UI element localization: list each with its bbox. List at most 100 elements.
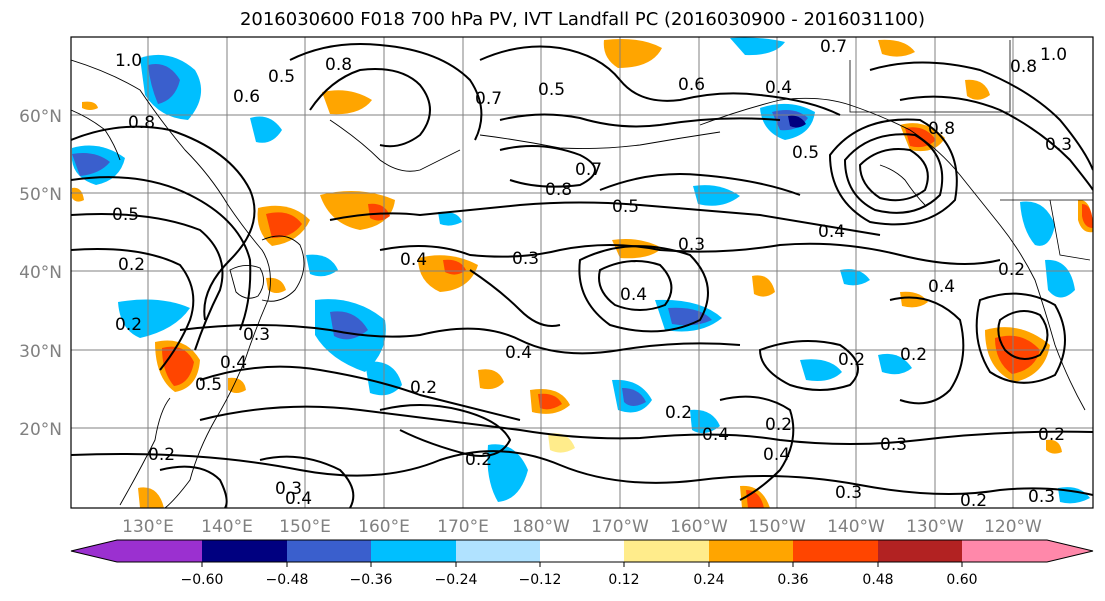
colorbar-extend-high (1047, 540, 1093, 562)
lon-label: 160°E (358, 517, 410, 537)
pv-contour-line (598, 260, 673, 311)
pv-contour-line (889, 296, 965, 405)
pv-negative-region (1045, 259, 1075, 298)
contour-label: 0.2 (765, 415, 792, 435)
pv-contour-labels: 1.0 0.5 0.6 0.8 0.7 0.5 0.6 0.4 0.5 1.0 … (112, 37, 1072, 509)
colorbar-segment (540, 540, 624, 562)
pv-negative-peak (788, 115, 806, 128)
contour-label: 0.2 (998, 260, 1025, 280)
colorbar-label: 0.36 (777, 572, 808, 588)
lat-label: 50°N (19, 185, 62, 205)
contour-label: 1.0 (1040, 45, 1067, 65)
contour-label: 0.4 (505, 343, 532, 363)
pv-positive-anomalies (72, 39, 1093, 508)
pv-contour-line (199, 405, 1093, 445)
pv-contour-line (828, 118, 958, 226)
colorbar-label: −0.60 (181, 572, 224, 588)
contour-label: 0.3 (880, 435, 907, 455)
lat-label: 20°N (19, 420, 62, 440)
contour-label: 0.3 (678, 235, 705, 255)
pv-contour-line (199, 365, 521, 421)
contour-label: 0.8 (928, 119, 955, 139)
contour-label: 0.5 (538, 80, 565, 100)
colorbar-label: −0.24 (435, 572, 478, 588)
lon-label: 130°E (122, 517, 174, 537)
pv-positive-core (995, 335, 1040, 374)
contour-label: 0.2 (465, 450, 492, 470)
pv-contour-line (975, 292, 1066, 384)
lon-label: 140°W (827, 517, 885, 537)
pv-positive-region (82, 101, 98, 110)
coastline-korea (229, 265, 264, 299)
pv-negative-region (840, 269, 870, 286)
colorbar-segment (202, 540, 287, 562)
lon-label: 170°W (591, 517, 649, 537)
colorbar-label: 0.24 (693, 572, 724, 588)
lat-label: 30°N (19, 342, 62, 362)
map-title: 2016030600 F018 700 hPa PV, IVT Landfall… (239, 9, 926, 30)
contour-label: 0.2 (838, 350, 865, 370)
contour-label: 0.7 (475, 89, 502, 109)
contour-label: 0.3 (512, 249, 539, 269)
pv-contour-line (259, 455, 355, 508)
colorbar-labels: −0.60 −0.48 −0.36 −0.24 −0.12 0.12 0.24 … (181, 572, 978, 588)
contour-label: 0.8 (128, 113, 155, 133)
coastline-japan (261, 235, 305, 302)
contour-label: 0.8 (545, 180, 572, 200)
graticule (71, 37, 1093, 508)
pv-contour-line (71, 176, 252, 331)
coastline-east-asia (71, 59, 271, 508)
colorbar-label: 0.60 (946, 572, 977, 588)
pv-contour-line (289, 43, 483, 141)
pv-contour-lines (71, 43, 1093, 508)
contour-label: 0.4 (763, 445, 790, 465)
pv-negative-region (690, 409, 720, 434)
contour-label: 0.5 (612, 197, 639, 217)
pv-contour-line (309, 68, 431, 148)
coastlines (71, 59, 1086, 508)
contour-label: 0.2 (410, 378, 437, 398)
pv-contour-line (379, 242, 1001, 265)
contour-label: 0.4 (400, 250, 427, 270)
colorbar-segment (709, 540, 793, 562)
contour-label: 0.4 (818, 222, 845, 242)
lon-label: 170°E (437, 517, 489, 537)
lon-label: 120°W (984, 517, 1042, 537)
pv-contour-line (499, 113, 781, 128)
pv-contour-line (469, 269, 561, 327)
colorbar-segment (624, 540, 709, 562)
contour-label: 0.4 (220, 353, 247, 373)
pv-negative-region (118, 299, 190, 338)
pv-negative-region (800, 359, 842, 381)
contour-label: 0.7 (575, 160, 602, 180)
contour-label: 0.4 (285, 489, 312, 509)
pv-negative-core (622, 388, 646, 406)
political-boundaries (849, 40, 1093, 261)
lon-label: 140°E (201, 517, 253, 537)
colorbar-label: 0.48 (862, 572, 893, 588)
pv-positive-region (965, 79, 990, 100)
contour-label: 1.0 (115, 51, 142, 71)
pv-contour-line (899, 95, 1093, 191)
pv-negative-region (250, 116, 282, 143)
pv-positive-region (603, 39, 662, 68)
contour-label: 0.7 (820, 37, 847, 57)
pv-contour-line (499, 145, 596, 188)
pv-contour-line (599, 173, 801, 196)
lon-label: 150°W (748, 517, 806, 537)
colorbar-segment (117, 540, 202, 562)
pv-negative-anomalies (72, 37, 1090, 504)
lat-label: 40°N (19, 263, 62, 283)
lon-label: 130°W (906, 517, 964, 537)
longitude-labels: 130°E 140°E 150°E 160°E 170°E 180°W 170°… (122, 517, 1042, 537)
pv-negative-region (487, 444, 528, 502)
contour-label: 0.8 (325, 55, 352, 75)
colorbar-segment (287, 540, 371, 562)
boundary-alaska-canada (849, 60, 1010, 113)
colorbar-ticks (201, 562, 963, 567)
pv-negative-core (72, 153, 110, 176)
pv-positive-region (900, 291, 928, 308)
pv-negative-core (148, 64, 180, 104)
pv-positive-region (1046, 439, 1062, 454)
colorbar-segment (793, 540, 878, 562)
